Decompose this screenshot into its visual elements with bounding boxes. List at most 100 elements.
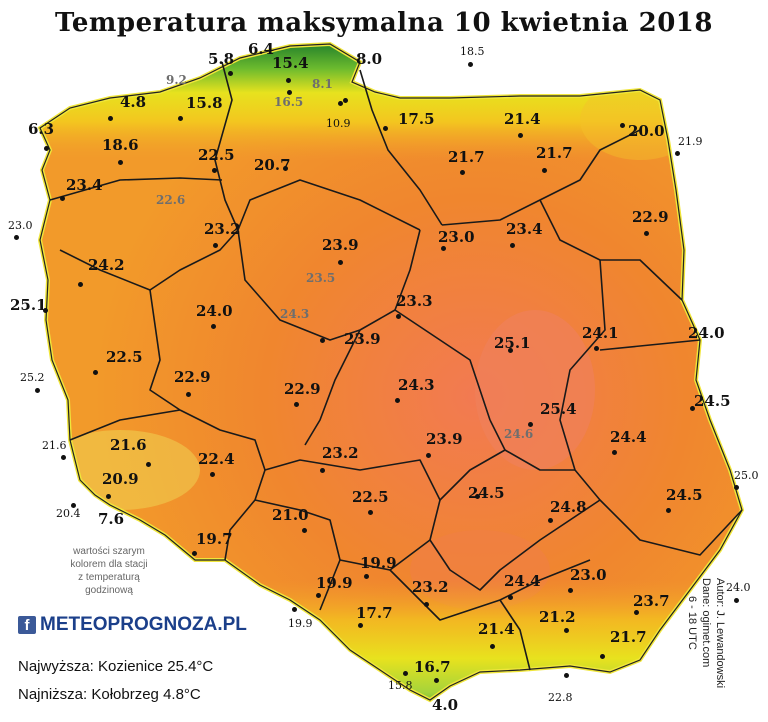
station-temperature-label: 21.7 — [448, 148, 485, 166]
station-marker — [600, 654, 605, 659]
station-temperature-label: 21.9 — [678, 135, 703, 148]
station-marker — [71, 503, 76, 508]
station-temperature-label: 22.6 — [156, 193, 186, 207]
station-temperature-label: 24.0 — [196, 302, 233, 320]
station-temperature-label: 5.8 — [208, 50, 235, 68]
station-marker — [106, 494, 111, 499]
station-marker — [287, 90, 292, 95]
station-marker — [368, 510, 373, 515]
station-marker — [320, 338, 325, 343]
station-marker — [316, 593, 321, 598]
station-marker — [61, 455, 66, 460]
station-temperature-label: 21.6 — [110, 436, 147, 454]
station-marker — [78, 282, 83, 287]
station-temperature-label: 23.0 — [570, 566, 607, 584]
station-marker — [383, 126, 388, 131]
station-marker — [564, 673, 569, 678]
station-temperature-label: 18.5 — [460, 45, 485, 58]
station-temperature-label: 23.4 — [66, 176, 103, 194]
station-marker — [395, 398, 400, 403]
station-temperature-label: 25.1 — [494, 334, 531, 352]
gray-values-note: wartości szarym kolorem dla stacji z tem… — [44, 545, 174, 597]
station-temperature-label: 22.5 — [198, 146, 235, 164]
station-temperature-label: 23.2 — [204, 220, 241, 238]
station-marker — [118, 160, 123, 165]
station-marker — [283, 166, 288, 171]
station-temperature-label: 19.9 — [288, 617, 313, 630]
station-marker — [490, 644, 495, 649]
station-marker — [441, 246, 446, 251]
station-temperature-label: 23.4 — [506, 220, 543, 238]
station-temperature-label: 24.3 — [280, 307, 310, 321]
station-marker — [620, 123, 625, 128]
station-marker — [302, 528, 307, 533]
station-temperature-label: 15.8 — [186, 94, 223, 112]
station-temperature-label: 24.5 — [468, 484, 505, 502]
station-marker — [542, 168, 547, 173]
station-marker — [186, 392, 191, 397]
station-temperature-label: 22.4 — [198, 450, 235, 468]
station-temperature-label: 7.6 — [98, 510, 125, 528]
station-temperature-label: 19.9 — [360, 554, 397, 572]
station-marker — [108, 116, 113, 121]
station-temperature-label: 24.5 — [666, 486, 703, 504]
station-temperature-label: 19.7 — [196, 530, 233, 548]
station-temperature-label: 24.0 — [688, 324, 725, 342]
station-marker — [424, 602, 429, 607]
station-temperature-label: 15.8 — [388, 679, 413, 692]
station-temperature-label: 21.7 — [536, 144, 573, 162]
station-marker — [43, 308, 48, 313]
station-marker — [468, 62, 473, 67]
station-temperature-label: 24.4 — [504, 572, 541, 590]
station-temperature-label: 4.8 — [120, 93, 147, 111]
station-temperature-label: 21.2 — [539, 608, 576, 626]
map-title: Temperatura maksymalna 10 kwietnia 2018 — [55, 8, 713, 38]
station-temperature-label: 23.0 — [438, 228, 475, 246]
station-marker — [364, 574, 369, 579]
station-marker — [294, 402, 299, 407]
station-temperature-label: 19.9 — [316, 574, 353, 592]
station-temperature-label: 25.2 — [20, 371, 45, 384]
station-marker — [146, 462, 151, 467]
station-temperature-label: 23.3 — [396, 292, 433, 310]
station-temperature-label: 22.5 — [106, 348, 143, 366]
station-temperature-label: 22.9 — [284, 380, 321, 398]
station-marker — [508, 348, 513, 353]
station-marker — [35, 388, 40, 393]
station-temperature-label: 25.0 — [734, 469, 759, 482]
station-temperature-label: 8.1 — [312, 77, 333, 91]
station-temperature-label: 20.7 — [254, 156, 291, 174]
station-temperature-label: 6.4 — [248, 40, 275, 58]
station-temperature-label: 25.4 — [540, 400, 577, 418]
station-temperature-label: 20.0 — [628, 122, 665, 140]
station-marker — [426, 453, 431, 458]
station-temperature-label: 23.5 — [306, 271, 336, 285]
station-marker — [460, 170, 465, 175]
station-temperature-label: 24.1 — [582, 324, 619, 342]
station-temperature-label: 4.0 — [432, 696, 459, 714]
station-marker — [286, 78, 291, 83]
station-marker — [510, 243, 515, 248]
station-temperature-label: 23.9 — [322, 236, 359, 254]
station-temperature-label: 21.7 — [610, 628, 647, 646]
meteoprognoza-logo[interactable]: f METEOPROGNOZA.PL — [18, 614, 247, 636]
note-line: z temperaturą — [78, 572, 140, 583]
min-temperature-stat: Najniższa: Kołobrzeg 4.8°C — [18, 686, 201, 703]
station-temperature-label: 17.7 — [356, 604, 393, 622]
station-temperature-label: 22.8 — [548, 691, 573, 704]
station-marker — [210, 472, 215, 477]
note-line: godzinową — [85, 585, 133, 596]
station-marker — [564, 628, 569, 633]
station-temperature-label: 22.9 — [632, 208, 669, 226]
station-temperature-label: 17.5 — [398, 110, 435, 128]
station-marker — [568, 588, 573, 593]
station-temperature-label: 9.2 — [166, 73, 187, 87]
facebook-icon[interactable]: f — [18, 616, 36, 634]
station-temperature-label: 23.9 — [426, 430, 463, 448]
station-temperature-label: 24.8 — [550, 498, 587, 516]
station-marker — [634, 610, 639, 615]
station-marker — [44, 146, 49, 151]
station-marker — [734, 598, 739, 603]
station-marker — [213, 243, 218, 248]
station-temperature-label: 24.4 — [610, 428, 647, 446]
